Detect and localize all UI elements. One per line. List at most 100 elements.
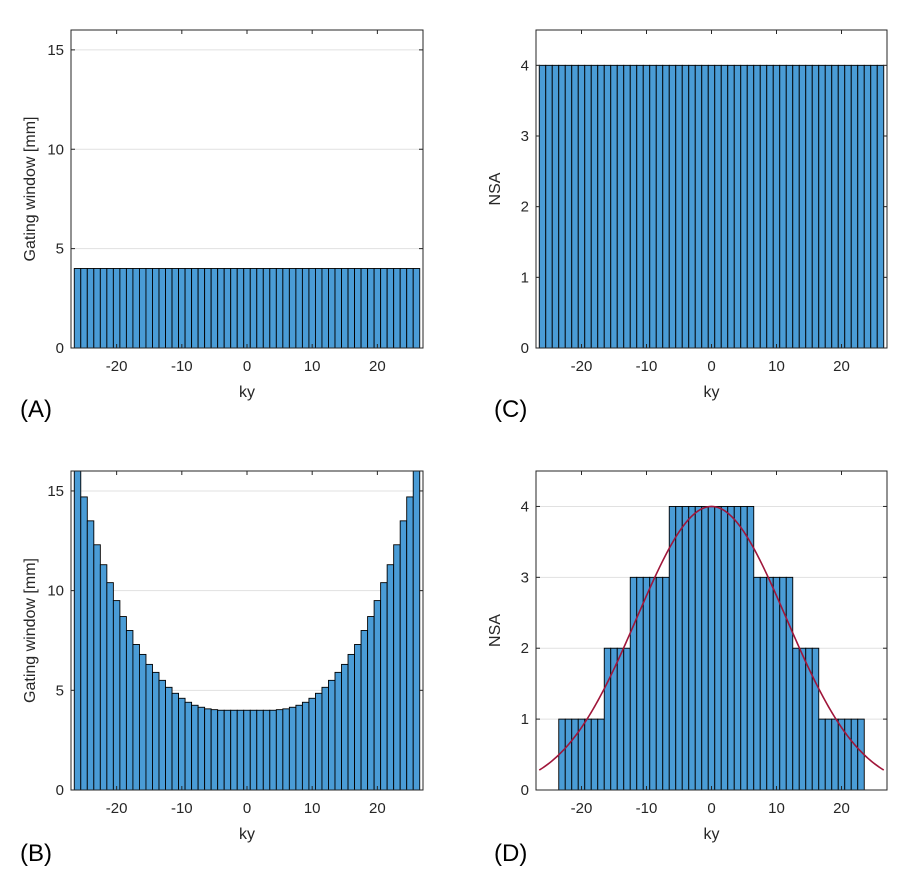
bar: [165, 686, 173, 791]
bar: [584, 64, 592, 349]
y-axis-label: Gating window [mm]: [22, 117, 39, 262]
y-tick-label: 15: [47, 42, 64, 59]
bar: [603, 647, 612, 791]
bar: [688, 64, 696, 349]
bar: [145, 663, 153, 791]
bar: [792, 647, 800, 791]
bar: [701, 505, 709, 791]
bar: [295, 704, 303, 791]
x-tick-label: 0: [243, 800, 251, 817]
bar: [249, 709, 258, 791]
y-tick-label: 10: [47, 141, 64, 158]
bar: [831, 64, 839, 349]
bar: [785, 64, 794, 349]
x-tick-label: 10: [304, 358, 321, 375]
bar: [844, 64, 852, 349]
bar: [256, 268, 264, 349]
bar: [99, 564, 108, 791]
y-tick-label: 1: [521, 711, 529, 728]
x-axis-label: ky: [704, 384, 720, 401]
bar: [308, 268, 316, 349]
bar: [217, 709, 225, 791]
bar: [341, 268, 349, 349]
bar: [772, 64, 781, 349]
bar: [564, 718, 573, 791]
bar: [824, 718, 833, 791]
bar: [727, 505, 735, 791]
bar: [223, 709, 232, 791]
x-tick-label: 0: [243, 358, 251, 375]
x-tick-label: -20: [571, 800, 593, 817]
y-axis-label: NSA: [487, 172, 504, 205]
y-tick-label: 0: [521, 340, 529, 357]
bar: [564, 64, 573, 349]
bar: [197, 706, 206, 791]
bar: [93, 544, 101, 791]
bar: [681, 505, 690, 791]
bar: [642, 576, 651, 791]
bar: [191, 268, 199, 349]
bar: [610, 64, 618, 349]
x-tick-label: -20: [106, 358, 128, 375]
bar: [668, 64, 677, 349]
bar: [818, 718, 826, 791]
bar: [282, 268, 290, 349]
bar: [590, 718, 599, 791]
bar: [73, 268, 82, 349]
bar: [373, 268, 382, 349]
bar: [386, 564, 395, 791]
y-tick-label: 1: [521, 269, 529, 286]
bar: [301, 268, 310, 349]
bar: [80, 268, 88, 349]
bar: [538, 64, 547, 349]
bar: [288, 706, 297, 791]
bar: [412, 268, 421, 349]
bar: [204, 268, 212, 349]
bar: [308, 697, 316, 791]
x-tick-label: 20: [369, 358, 386, 375]
bar: [360, 268, 369, 349]
bar: [850, 718, 859, 791]
bar: [811, 647, 820, 791]
bar: [119, 616, 127, 791]
bar: [138, 268, 147, 349]
bar: [73, 470, 82, 791]
bar: [393, 268, 401, 349]
bar: [178, 268, 186, 349]
bar: [623, 64, 631, 349]
x-tick-label: -10: [636, 800, 658, 817]
bar: [106, 582, 114, 791]
bar: [399, 268, 408, 349]
y-tick-label: 15: [47, 483, 64, 500]
bar: [210, 268, 219, 349]
bar: [831, 718, 839, 791]
bar: [210, 709, 219, 791]
bar: [616, 64, 625, 349]
bar: [694, 64, 703, 349]
bar: [694, 505, 703, 791]
bar: [571, 64, 579, 349]
bar: [386, 268, 395, 349]
bar: [792, 64, 800, 349]
bar: [655, 576, 664, 791]
bar: [558, 64, 566, 349]
x-tick-label: 10: [768, 358, 785, 375]
bar: [314, 692, 323, 791]
bar: [321, 268, 329, 349]
bar: [112, 268, 121, 349]
bar: [217, 268, 225, 349]
bar: [295, 268, 303, 349]
bar: [99, 268, 108, 349]
bar: [269, 268, 277, 349]
bar: [766, 576, 774, 791]
bar: [282, 708, 290, 791]
bar: [772, 576, 781, 791]
y-tick-label: 10: [47, 583, 64, 600]
bar: [301, 701, 310, 791]
bar: [80, 496, 88, 791]
bar: [158, 679, 166, 791]
bar: [707, 505, 716, 791]
panel-label: (D): [494, 840, 527, 867]
bar: [636, 64, 644, 349]
